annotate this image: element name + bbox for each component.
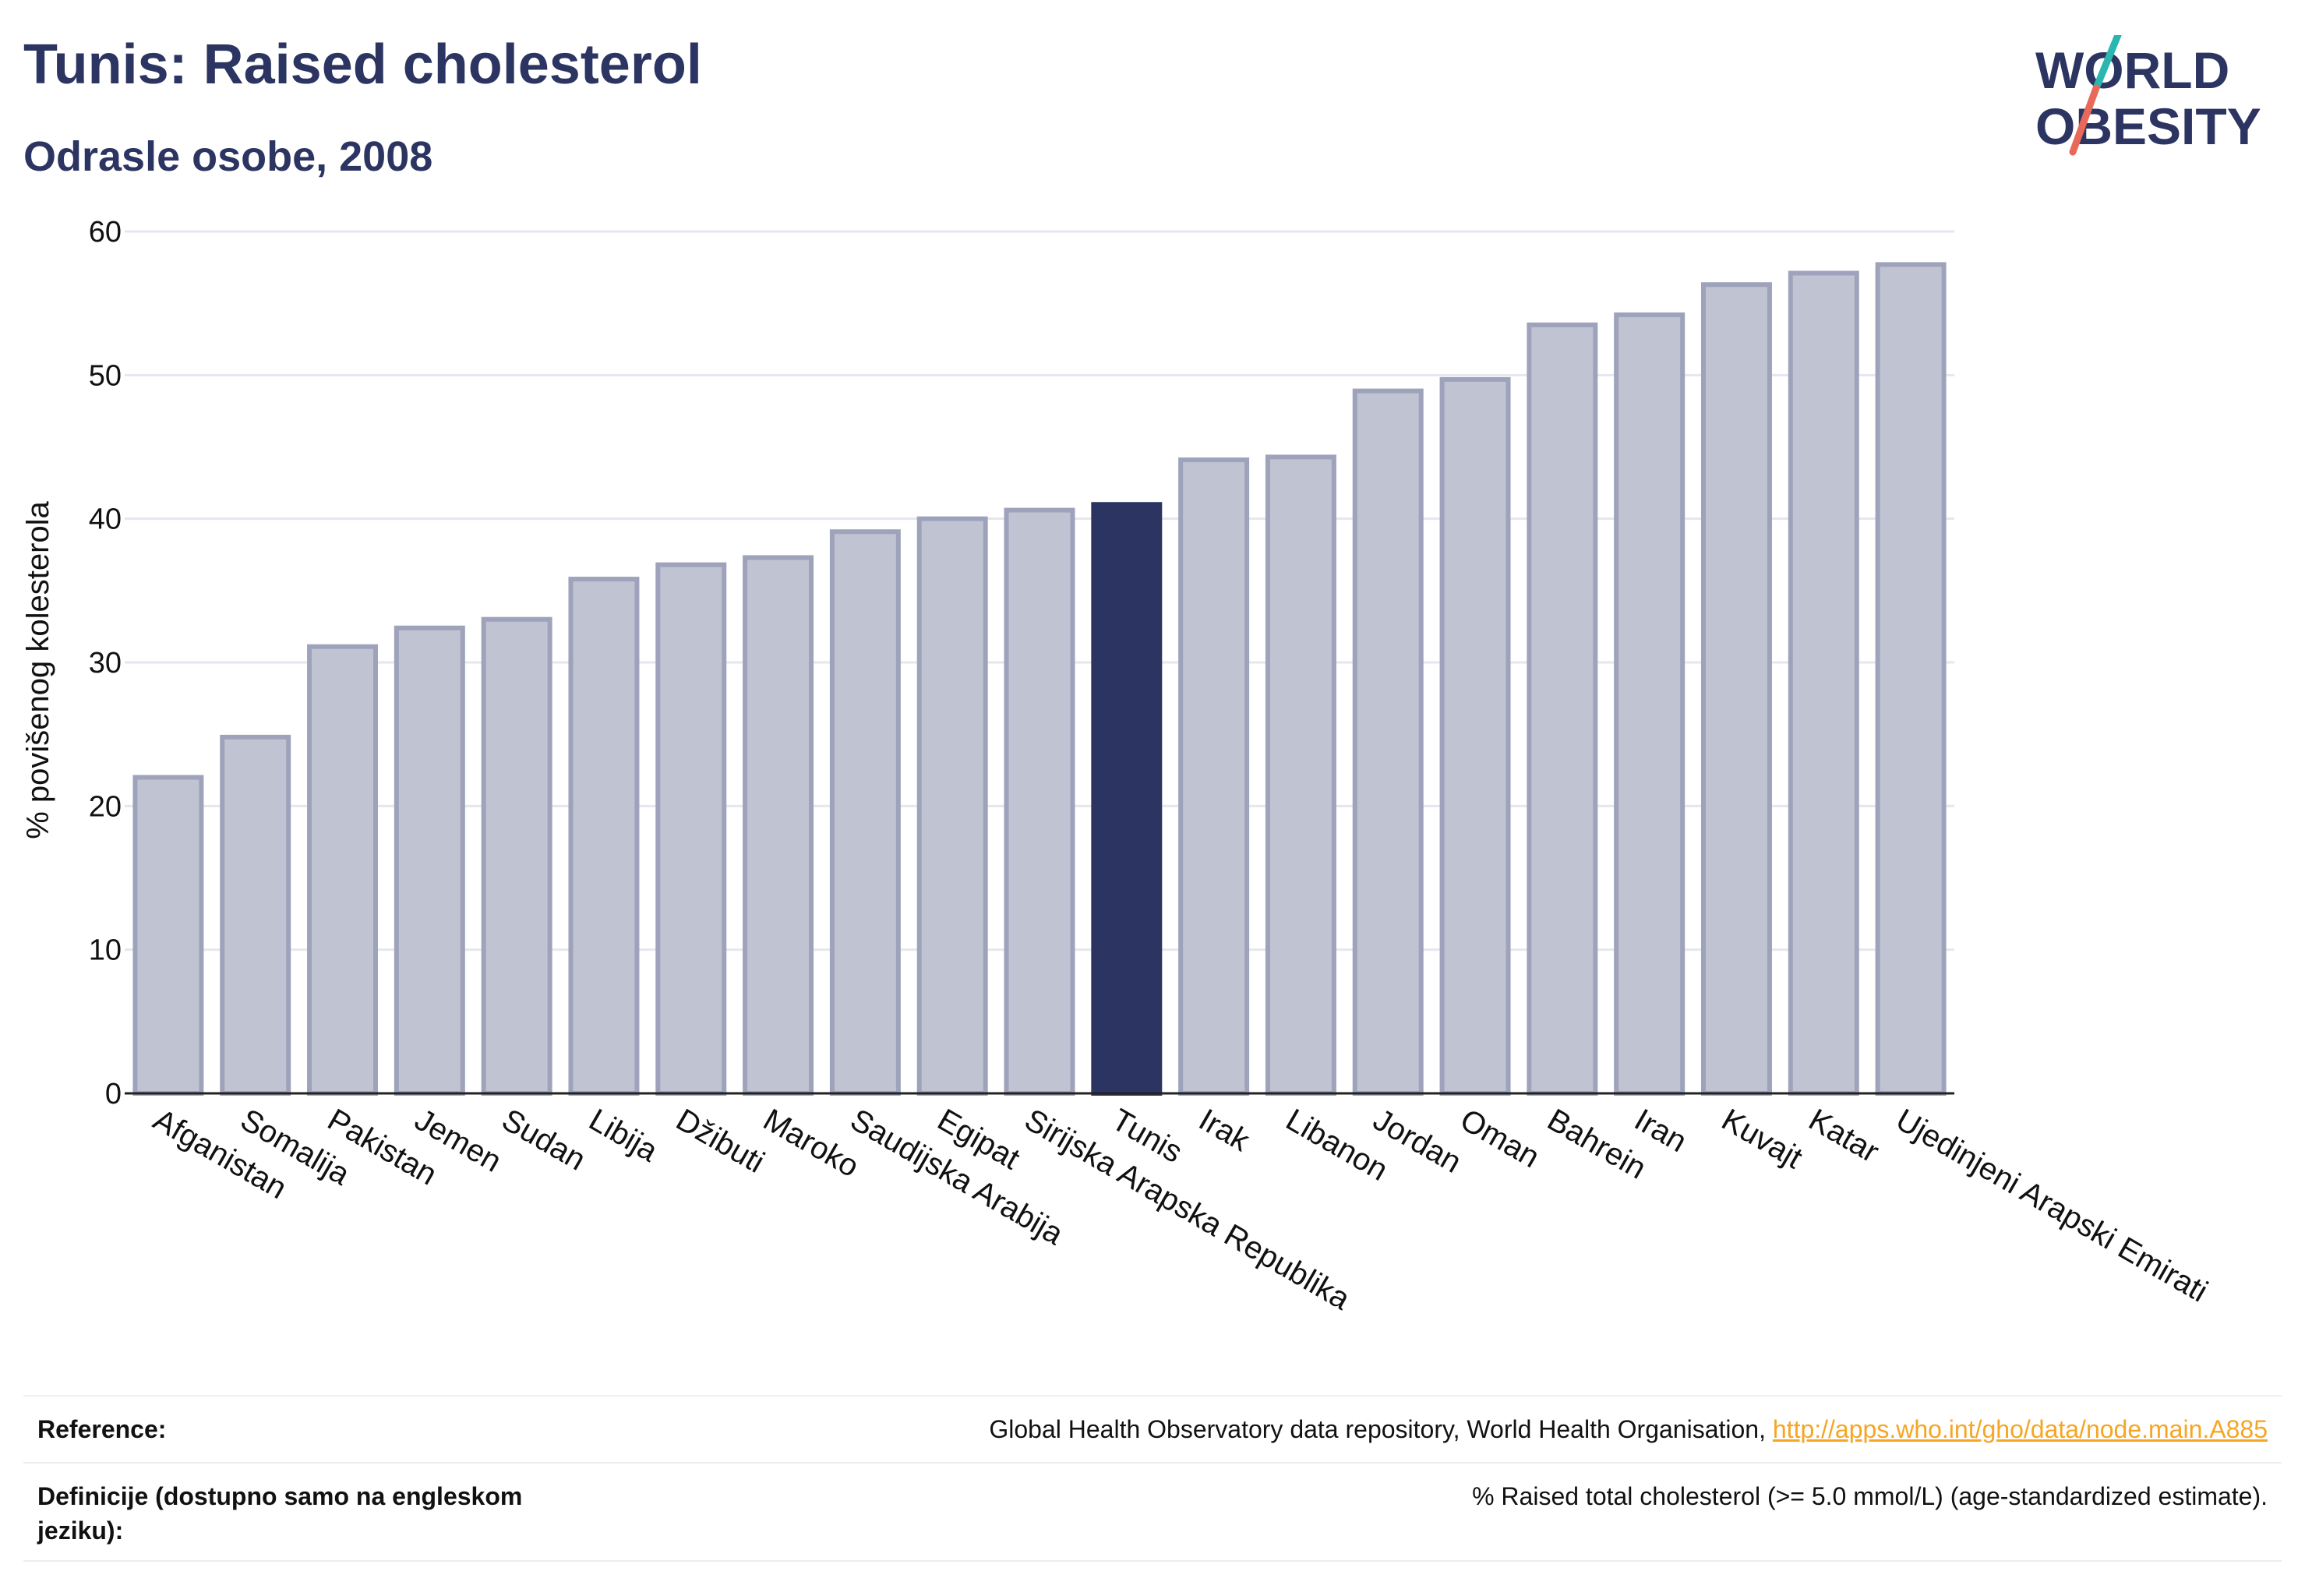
x-tick-label: Irak xyxy=(1193,1103,1256,1159)
bar xyxy=(394,625,465,1096)
x-tick-labels: AfganistanSomalijaPakistanJemenSudanLibi… xyxy=(147,1103,2213,1317)
x-tick-label: Libija xyxy=(583,1103,664,1169)
x-tick-label: Bahrein xyxy=(1541,1103,1651,1186)
definition-label: Definicije (dostupno samo na engleskom j… xyxy=(37,1482,523,1545)
bar xyxy=(916,516,988,1096)
y-tick-labels: 0 10 20 30 40 50 60 xyxy=(89,216,122,1110)
reference-source-text: Global Health Observatory data repositor… xyxy=(989,1415,1773,1443)
definition-value: % Raised total cholesterol (>= 5.0 mmol/… xyxy=(1472,1482,2268,1510)
y-tick-label: 20 xyxy=(89,790,122,823)
logo-slash-bottom xyxy=(2069,84,2100,156)
y-tick-label: 40 xyxy=(89,503,122,536)
bar xyxy=(1352,388,1424,1096)
bars xyxy=(132,262,1947,1096)
bar xyxy=(220,734,291,1096)
y-tick-label: 60 xyxy=(89,216,122,249)
reference-link[interactable]: http://apps.who.int/gho/data/node.main.A… xyxy=(1772,1415,2268,1443)
x-tick-label: Oman xyxy=(1455,1103,1545,1175)
y-tick-label: 10 xyxy=(89,934,122,967)
reference-table: Reference: Global Health Observatory dat… xyxy=(23,1395,2282,1562)
bar-chart: 0 10 20 30 40 50 60 AfganistanSomalijaPakistan… xyxy=(21,216,2213,1317)
definition-row: Definicije (dostupno samo na engleskom j… xyxy=(23,1462,2282,1562)
chart-subtitle: Odrasle osobe, 2008 xyxy=(23,133,433,180)
x-tick-label: Ujedinjeni Arapski Emirati xyxy=(1890,1103,2214,1309)
x-tick-label: Sudan xyxy=(496,1103,591,1178)
bar xyxy=(829,529,901,1096)
bar xyxy=(1178,457,1250,1096)
bar xyxy=(568,577,640,1096)
y-tick-label: 30 xyxy=(89,647,122,680)
x-tick-label: Maroko xyxy=(757,1103,865,1185)
bar xyxy=(655,562,727,1096)
bar xyxy=(743,555,814,1096)
x-tick-label: Katar xyxy=(1803,1103,1885,1170)
y-axis-label: % povišenog kolesterola xyxy=(21,500,55,839)
reference-value: Global Health Observatory data repositor… xyxy=(989,1412,2268,1446)
bar xyxy=(1788,270,1859,1096)
bar xyxy=(132,775,204,1096)
bar xyxy=(1265,454,1336,1096)
bar xyxy=(1527,322,1598,1096)
logo-line1: WORLD xyxy=(2035,41,2229,99)
bar xyxy=(481,616,552,1096)
bar xyxy=(1875,262,1947,1096)
x-tick-label: Džibuti xyxy=(670,1103,770,1180)
y-tick-label: 50 xyxy=(89,359,122,392)
bar xyxy=(307,644,379,1096)
bar xyxy=(1614,312,1686,1096)
reference-row: Reference: Global Health Observatory dat… xyxy=(23,1395,2282,1462)
y-tick-label: 0 xyxy=(105,1078,122,1110)
reference-label: Reference: xyxy=(37,1415,167,1443)
world-obesity-logo: WORLD OBESITY xyxy=(2035,35,2261,156)
logo-slash-top xyxy=(2092,35,2122,92)
x-tick-label: Kuvajt xyxy=(1716,1103,1808,1176)
chart-title: Tunis: Raised cholesterol xyxy=(23,34,702,96)
bar xyxy=(1700,282,1772,1096)
bar xyxy=(1004,507,1075,1096)
bar-highlighted xyxy=(1091,502,1163,1096)
bar xyxy=(1439,376,1511,1096)
